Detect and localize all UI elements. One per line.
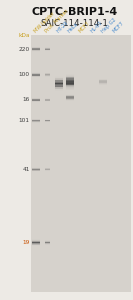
- Text: MW ladder: MW ladder: [33, 11, 56, 34]
- Text: SAIC-114-114-1: SAIC-114-114-1: [40, 19, 108, 28]
- Bar: [66, 79, 74, 80]
- Bar: [66, 84, 74, 85]
- Bar: [66, 88, 74, 89]
- Bar: [66, 81, 74, 82]
- Bar: [55, 86, 63, 87]
- Text: 16: 16: [22, 97, 30, 102]
- Bar: [55, 77, 63, 78]
- Bar: [55, 83, 63, 84]
- Bar: [66, 77, 74, 78]
- Text: HeLa: HeLa: [67, 21, 79, 34]
- Text: 41: 41: [22, 167, 30, 172]
- Text: 19: 19: [22, 240, 30, 245]
- Bar: [66, 86, 74, 87]
- Bar: [55, 82, 63, 83]
- Bar: [55, 87, 63, 88]
- Text: Hep G2: Hep G2: [100, 17, 117, 34]
- Text: HT-29: HT-29: [56, 20, 69, 34]
- Bar: [66, 77, 74, 78]
- Bar: [55, 85, 63, 86]
- Bar: [55, 79, 63, 80]
- Bar: [66, 82, 74, 83]
- Bar: [55, 85, 63, 86]
- Text: MCF7: MCF7: [78, 20, 91, 34]
- Bar: [55, 88, 63, 89]
- Bar: [55, 81, 63, 82]
- Bar: [66, 87, 74, 88]
- Bar: [66, 79, 74, 80]
- Bar: [66, 76, 74, 77]
- Text: MCF7: MCF7: [112, 20, 125, 34]
- Bar: [55, 80, 63, 81]
- Bar: [66, 84, 74, 85]
- Bar: [55, 76, 63, 77]
- Bar: [66, 83, 74, 84]
- Text: HL-60: HL-60: [89, 20, 103, 34]
- Text: 101: 101: [19, 118, 30, 123]
- Bar: [55, 78, 63, 79]
- Text: 220: 220: [18, 46, 30, 52]
- Text: 100: 100: [18, 72, 30, 77]
- Bar: [55, 78, 63, 79]
- Bar: [66, 78, 74, 79]
- Text: CPTC-BRIP1-4: CPTC-BRIP1-4: [31, 7, 118, 17]
- Bar: [66, 82, 74, 83]
- Text: kDa: kDa: [18, 33, 30, 38]
- Bar: [66, 74, 74, 75]
- Bar: [55, 77, 63, 78]
- Text: Prot. Marker: Prot. Marker: [45, 8, 70, 34]
- Bar: [55, 84, 63, 85]
- Bar: [66, 78, 74, 79]
- Bar: [55, 79, 63, 80]
- Bar: [55, 81, 63, 82]
- Bar: [55, 80, 63, 81]
- Bar: [66, 76, 74, 77]
- Bar: [66, 85, 74, 86]
- Bar: [31, 35, 131, 292]
- Bar: [66, 83, 74, 84]
- Bar: [66, 89, 74, 90]
- Bar: [55, 83, 63, 84]
- Bar: [66, 75, 74, 76]
- Bar: [55, 89, 63, 90]
- Bar: [55, 90, 63, 91]
- Bar: [55, 82, 63, 83]
- Bar: [66, 80, 74, 81]
